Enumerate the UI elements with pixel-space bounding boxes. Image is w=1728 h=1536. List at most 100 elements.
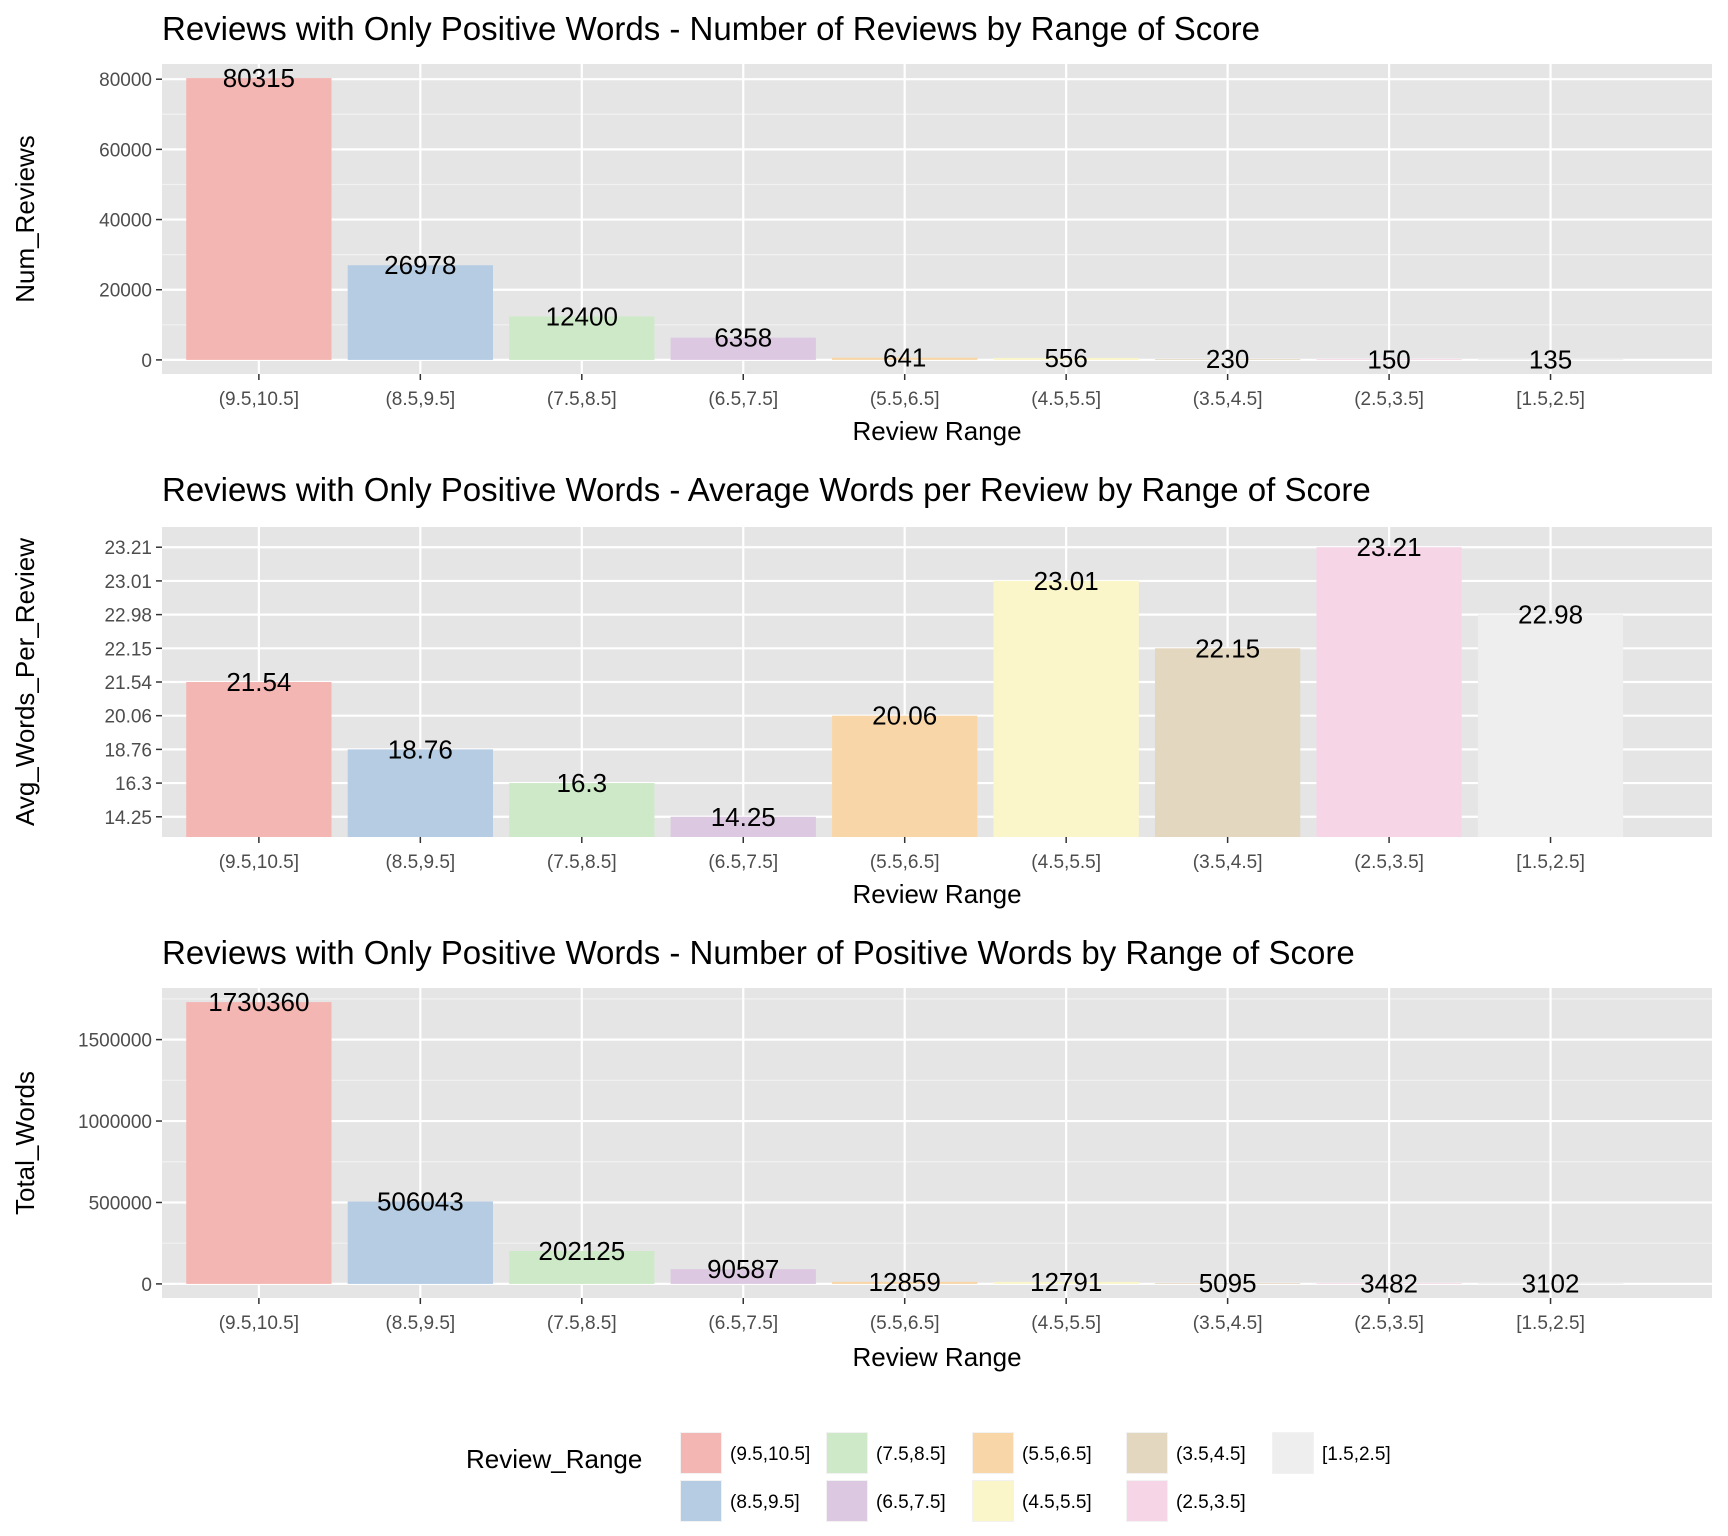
bar: [1154, 1283, 1301, 1284]
y-tick-label: 23.01: [104, 572, 152, 593]
data-label: 135: [1529, 344, 1572, 374]
x-tick-label: (7.5,8.5]: [547, 1313, 617, 1334]
legend-swatch: [973, 1433, 1013, 1473]
x-tick-label: (4.5,5.5]: [1031, 852, 1101, 873]
y-tick-label: 0: [141, 1275, 152, 1296]
data-label: 12400: [546, 301, 618, 331]
data-labels: 1730360 506043 202125 90587 12859 12791 5095 34…: [208, 987, 1579, 1298]
chart-title: Reviews with Only Positive Words - Numbe…: [162, 10, 1260, 47]
x-tick-label: (3.5,4.5]: [1193, 389, 1263, 410]
bar: [1477, 614, 1624, 837]
data-label: 23.01: [1034, 566, 1099, 596]
bar: [347, 1201, 493, 1284]
y-tick-label: 1500000: [78, 1031, 152, 1052]
data-label: 12791: [1030, 1267, 1102, 1297]
bar: [1316, 547, 1462, 837]
data-label: 26978: [384, 250, 456, 280]
bar: [509, 316, 655, 360]
panel-avg-words: Reviews with Only Positive Words - Avera…: [10, 471, 1712, 909]
x-tick-label: (4.5,5.5]: [1031, 389, 1101, 410]
bar: [186, 78, 332, 360]
legend: Review_Range (9.5,10.5] (8.5,9.5] (7.5,8.5…: [466, 1432, 1391, 1522]
x-tick-label: [1.5,2.5]: [1516, 389, 1585, 410]
data-label: 20.06: [872, 701, 937, 731]
legend-swatch: [1127, 1481, 1167, 1521]
x-tick-label: (2.5,3.5]: [1354, 852, 1424, 873]
x-tick-label: [1.5,2.5]: [1516, 852, 1585, 873]
data-label: 3102: [1522, 1268, 1580, 1298]
bar: [347, 749, 493, 837]
data-label: 80315: [223, 63, 295, 93]
x-tick-label: (5.5,6.5]: [870, 852, 940, 873]
x-tick-label: (4.5,5.5]: [1031, 1313, 1101, 1334]
bar: [832, 357, 978, 360]
legend-swatch: [827, 1481, 867, 1521]
data-labels: 21.54 18.76 16.3 14.25 20.06 23.01 22.15 23.21 2…: [226, 532, 1583, 832]
legend-label: (2.5,3.5]: [1176, 1492, 1246, 1513]
y-tick-label: 80000: [99, 70, 152, 91]
y-tick-label: 21.54: [104, 673, 152, 694]
legend-title: Review_Range: [466, 1444, 642, 1474]
legend-label: (5.5,6.5]: [1022, 1444, 1092, 1465]
legend-label: (4.5,5.5]: [1022, 1492, 1092, 1513]
y-tick-label: 14.25: [104, 808, 152, 829]
data-label: 506043: [377, 1186, 464, 1216]
y-axis-ticks: 14.25 16.3 18.76 20.06 21.54 22.15 22.98 23.01 2…: [104, 538, 162, 829]
bar: [993, 357, 1139, 360]
data-label: 22.98: [1518, 600, 1583, 630]
bar: [1154, 359, 1301, 360]
y-tick-label: 22.15: [104, 639, 152, 660]
x-axis-ticks: (9.5,10.5] (8.5,9.5] (7.5,8.5] (6.5,7.5] (5.…: [219, 1298, 1585, 1334]
legend-swatch: [681, 1433, 721, 1473]
x-tick-label: (9.5,10.5]: [219, 852, 299, 873]
x-tick-label: (8.5,9.5]: [385, 852, 455, 873]
x-tick-label: (5.5,6.5]: [870, 1313, 940, 1334]
data-label: 18.76: [388, 734, 453, 764]
legend-label: [1.5,2.5]: [1322, 1444, 1391, 1465]
bar: [832, 715, 978, 837]
x-tick-label: (5.5,6.5]: [870, 389, 940, 410]
legend-label: (9.5,10.5]: [730, 1444, 810, 1465]
y-tick-label: 60000: [99, 140, 152, 161]
legend-swatch: [1127, 1433, 1167, 1473]
bar: [1316, 1283, 1462, 1284]
bar: [993, 580, 1139, 837]
x-axis-ticks: (9.5,10.5] (8.5,9.5] (7.5,8.5] (6.5,7.5] (5.…: [219, 374, 1585, 410]
y-tick-label: 22.98: [104, 606, 152, 627]
x-tick-label: (9.5,10.5]: [219, 389, 299, 410]
data-label: 22.15: [1195, 633, 1260, 663]
x-tick-label: (7.5,8.5]: [547, 852, 617, 873]
bar: [509, 783, 655, 837]
x-tick-label: (6.5,7.5]: [708, 389, 778, 410]
x-axis-ticks: (9.5,10.5] (8.5,9.5] (7.5,8.5] (6.5,7.5] (5.…: [219, 837, 1585, 873]
legend-label: (6.5,7.5]: [876, 1492, 946, 1513]
x-tick-label: (9.5,10.5]: [219, 1313, 299, 1334]
y-tick-label: 0: [141, 351, 152, 372]
legend-label: (8.5,9.5]: [730, 1492, 800, 1513]
legend-swatch: [1273, 1433, 1313, 1473]
x-axis-label: Review Range: [852, 879, 1021, 909]
data-label: 202125: [538, 1236, 625, 1266]
legend-swatch: [827, 1433, 867, 1473]
x-tick-label: (8.5,9.5]: [385, 389, 455, 410]
bar: [347, 265, 493, 360]
data-label: 16.3: [556, 768, 607, 798]
data-label: 5095: [1199, 1268, 1257, 1298]
y-axis-label: Total_Words: [10, 1071, 40, 1215]
bar: [186, 682, 332, 837]
bar: [509, 1250, 655, 1284]
y-tick-label: 1000000: [78, 1112, 152, 1133]
bar: [1477, 359, 1624, 360]
x-tick-label: (2.5,3.5]: [1354, 1313, 1424, 1334]
y-axis-ticks: 0 500000 1000000 1500000: [78, 1031, 162, 1296]
data-labels: 80315 26978 12400 6358 641 556 230 150 135: [223, 63, 1573, 374]
y-tick-label: 23.21: [104, 538, 152, 559]
x-tick-label: (2.5,3.5]: [1354, 389, 1424, 410]
bar: [670, 337, 816, 360]
legend-label: (7.5,8.5]: [876, 1444, 946, 1465]
y-tick-label: 18.76: [104, 740, 152, 761]
data-label: 1730360: [208, 987, 309, 1017]
legend-swatch: [681, 1481, 721, 1521]
y-tick-label: 500000: [89, 1193, 152, 1214]
